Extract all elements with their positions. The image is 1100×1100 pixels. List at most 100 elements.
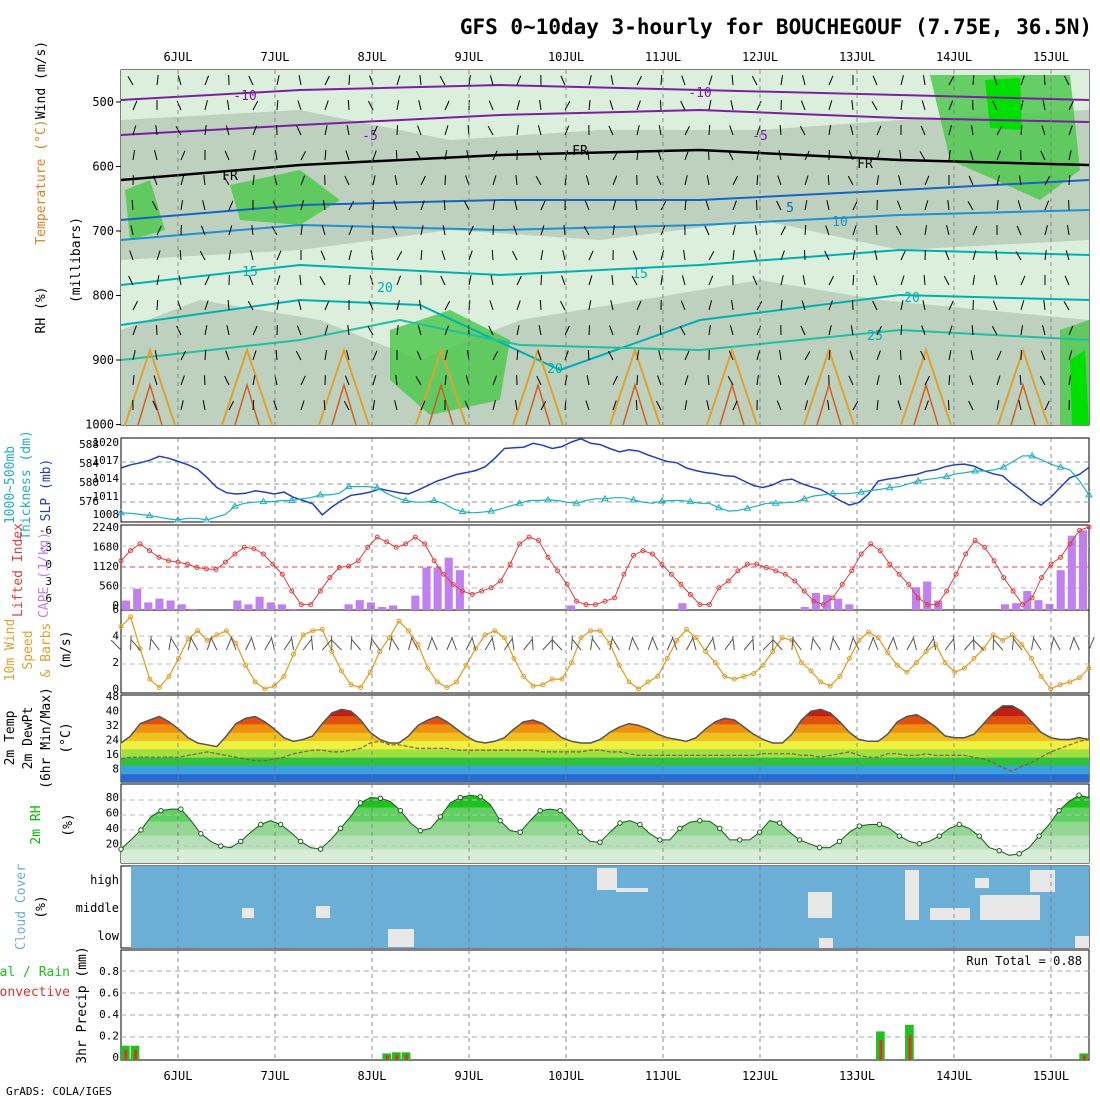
wind-barb — [419, 75, 422, 86]
wind-barb — [372, 150, 377, 161]
wind-barb — [659, 325, 662, 336]
wind-barb — [1040, 350, 1046, 361]
thickness-marker — [1085, 490, 1093, 498]
surface-wind-barb — [691, 636, 697, 651]
wind-barb — [708, 300, 713, 311]
wind-barb — [492, 175, 497, 186]
wind-barb — [204, 100, 208, 111]
wind-speed-marker — [913, 660, 919, 666]
li-marker — [1039, 575, 1045, 581]
cloud-level-label: high — [90, 873, 119, 887]
wind-barb — [324, 149, 327, 161]
wind-barb — [612, 200, 617, 211]
wind-speed-marker — [300, 632, 306, 638]
wind-barb — [347, 325, 350, 336]
wind-speed-marker — [156, 684, 162, 690]
surface-wind-barb — [264, 637, 273, 651]
li-marker — [507, 561, 513, 567]
wind-barb — [924, 200, 929, 211]
cape-bar — [288, 608, 298, 610]
surface-wind-barb — [611, 637, 620, 651]
wind-barb — [610, 300, 614, 311]
wind-barb — [226, 100, 230, 111]
wind-barb — [731, 300, 734, 311]
wind-barb — [1064, 75, 1070, 86]
slp-tick-label: 1008 — [93, 508, 120, 521]
wind-barb — [1020, 325, 1024, 336]
wind-barb — [969, 150, 974, 161]
wind-speed-marker — [501, 635, 507, 641]
wind-speed-marker — [128, 614, 134, 620]
cape-bar — [377, 606, 387, 610]
li-marker — [583, 602, 589, 608]
li-marker — [574, 598, 580, 604]
thickness-tick-label: 584 — [79, 457, 99, 470]
surface-wind-barb — [868, 636, 875, 651]
warm-contour — [803, 346, 855, 426]
dewpoint-line — [120, 738, 1090, 773]
surface-wind-barb — [812, 638, 822, 651]
wind-barb — [252, 175, 255, 186]
day-label-top: 11JUL — [645, 50, 681, 64]
wind-barb — [609, 325, 614, 336]
wind-barb — [804, 375, 810, 386]
surface-wind-barb — [912, 636, 917, 651]
wind-barb — [300, 225, 303, 236]
surface-wind-barb — [932, 636, 937, 651]
isotherm-line — [120, 108, 1090, 136]
surface-wind-barb — [647, 636, 654, 651]
rh-marker — [497, 817, 503, 824]
cape-bar — [444, 557, 453, 610]
wind-barb — [636, 100, 641, 111]
temp-label-1: 2m Temp — [3, 710, 18, 765]
wind-barb — [900, 100, 903, 111]
wind-barb — [899, 349, 902, 361]
wind-barb — [728, 150, 734, 161]
wind-speed-marker — [933, 642, 939, 648]
thickness-marker — [515, 499, 524, 506]
li-marker — [222, 559, 228, 565]
wind-speed-marker — [798, 660, 804, 666]
li-marker — [374, 534, 380, 540]
wind-barb — [972, 275, 976, 286]
wind-speed-marker — [827, 683, 833, 689]
wind-barb — [444, 100, 450, 111]
rh-marker — [896, 833, 903, 839]
wind-barb — [1068, 125, 1073, 136]
thickness-line — [120, 455, 1090, 521]
wind-barb — [179, 249, 182, 261]
thickness-marker — [658, 497, 666, 504]
wind-barb — [444, 350, 448, 361]
wind-barb — [418, 300, 422, 311]
wind-barb — [944, 250, 950, 261]
surface-wind-barb — [245, 637, 253, 651]
wind-barb — [680, 300, 686, 311]
temp-band — [121, 748, 1089, 758]
wind-barb — [490, 275, 494, 286]
li-marker — [127, 548, 133, 554]
wind-speed-marker — [425, 665, 431, 671]
wind-speed-marker — [166, 673, 172, 679]
wind-barb — [948, 325, 953, 336]
thickness-marker — [145, 511, 154, 518]
surface-wind-barb — [451, 636, 457, 651]
wind-barb — [898, 375, 902, 386]
day-label-bottom: 11JUL — [645, 1069, 681, 1083]
wind-barb — [343, 400, 350, 411]
surface-wind-barb — [712, 636, 716, 651]
wind-barb — [154, 350, 158, 361]
wind-barb — [514, 400, 518, 411]
rh-marker — [637, 821, 643, 828]
li-marker — [982, 544, 988, 550]
temp-band — [121, 765, 1089, 775]
surface-wind-barb — [571, 638, 582, 651]
li-marker — [517, 541, 523, 547]
precip-tick-label: 0 — [112, 1051, 119, 1064]
wind-barb — [393, 200, 398, 211]
rh-marker — [397, 807, 404, 814]
wind-barb — [1044, 175, 1051, 186]
precip-axis-label: 3hr Precip (mm) — [75, 946, 90, 1063]
thickness-marker — [544, 495, 552, 503]
warm-contour — [234, 382, 260, 426]
cape-bar — [255, 596, 264, 610]
